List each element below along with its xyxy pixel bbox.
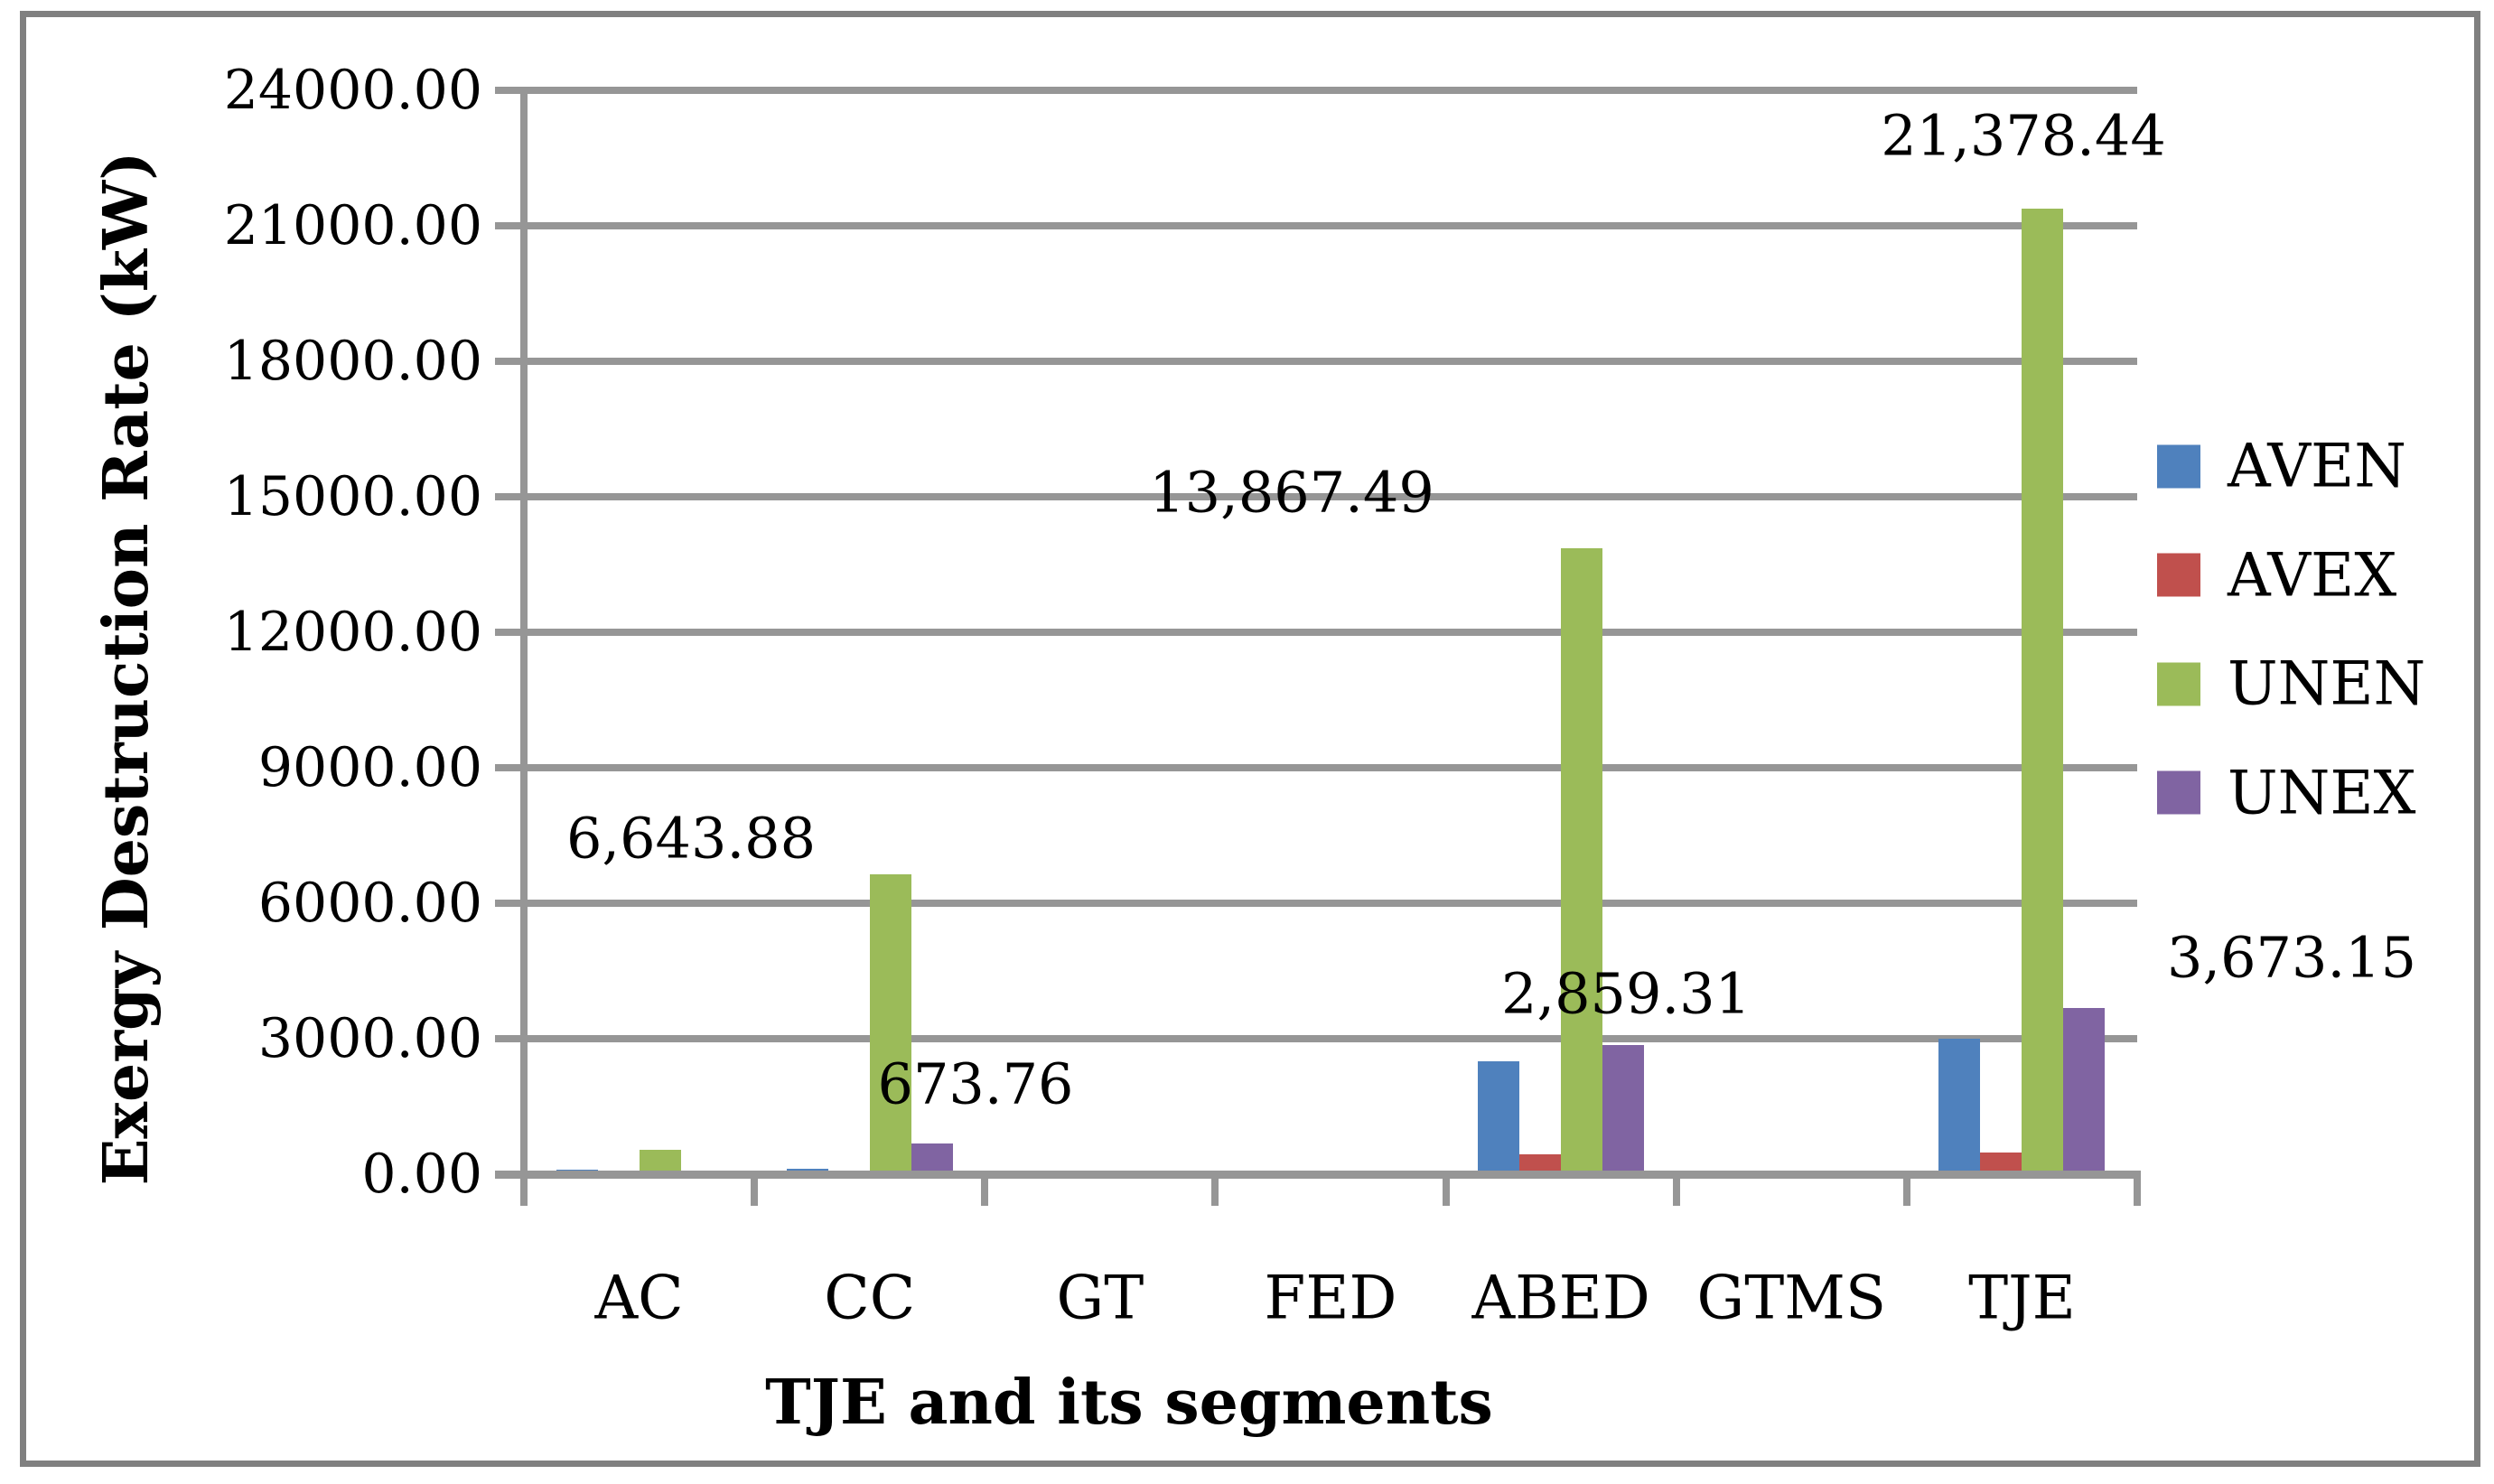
category-label-gtms: GTMS bbox=[1696, 1263, 1887, 1333]
legend-label-unen: UNEN bbox=[2228, 649, 2426, 719]
y-axis-tick bbox=[495, 358, 524, 365]
category-label-cc: CC bbox=[824, 1263, 916, 1333]
y-axis-tick bbox=[495, 629, 524, 636]
legend-swatch-unen bbox=[2157, 662, 2200, 705]
bar-tje-aven bbox=[1938, 1039, 1981, 1174]
y-tick-label: 0.00 bbox=[361, 1143, 482, 1206]
x-axis-tick bbox=[981, 1178, 989, 1206]
gridline bbox=[524, 1035, 2137, 1042]
x-axis-tick bbox=[1902, 1178, 1910, 1206]
legend-label-aven: AVEN bbox=[2228, 431, 2406, 501]
y-tick-label: 12000.00 bbox=[223, 601, 482, 664]
legend-label-unex: UNEX bbox=[2228, 758, 2416, 827]
y-tick-label: 6000.00 bbox=[257, 872, 482, 935]
legend-swatch-aven bbox=[2157, 444, 2200, 488]
y-axis-tick bbox=[495, 764, 524, 771]
gridline bbox=[524, 222, 2137, 229]
bar-abed-avex bbox=[1519, 1153, 1562, 1174]
gridline bbox=[524, 87, 2137, 94]
category-label-gt: GT bbox=[1056, 1263, 1144, 1333]
gridline bbox=[524, 629, 2137, 636]
y-axis-tick bbox=[495, 222, 524, 229]
x-axis-tick bbox=[2134, 1178, 2141, 1206]
y-tick-label: 24000.00 bbox=[223, 59, 482, 122]
data-label-abed-unen: 13,867.49 bbox=[1149, 459, 1434, 526]
gridline bbox=[524, 764, 2137, 771]
x-axis-tick bbox=[520, 1178, 528, 1206]
gridline bbox=[524, 493, 2137, 500]
bar-cc-unen bbox=[869, 873, 911, 1174]
x-axis-tick bbox=[1442, 1178, 1450, 1206]
bar-tje-avex bbox=[1980, 1152, 2022, 1174]
y-axis-title: Exergy Destruction Rate (kW) bbox=[90, 151, 163, 1186]
x-axis-title: TJE and its segments bbox=[765, 1367, 1493, 1439]
data-label-cc-unen: 6,643.88 bbox=[565, 805, 817, 872]
legend-item-unex: UNEX bbox=[2157, 758, 2416, 827]
legend-label-avex: AVEX bbox=[2228, 540, 2397, 610]
legend-item-avex: AVEX bbox=[2157, 540, 2396, 610]
y-axis-line bbox=[520, 87, 528, 1205]
x-axis-line bbox=[495, 1171, 2141, 1179]
bar-cc-unex bbox=[911, 1143, 953, 1174]
category-label-ac: AC bbox=[594, 1263, 684, 1333]
category-label-fed: FED bbox=[1264, 1263, 1397, 1333]
x-axis-tick bbox=[751, 1178, 759, 1206]
y-axis-tick bbox=[495, 900, 524, 907]
figure-border bbox=[20, 11, 2480, 1467]
x-axis-tick bbox=[1672, 1178, 1680, 1206]
bar-abed-unen bbox=[1561, 547, 1603, 1174]
bar-abed-unex bbox=[1602, 1045, 1645, 1174]
category-label-abed: ABED bbox=[1471, 1263, 1650, 1333]
x-axis-tick bbox=[1211, 1178, 1219, 1206]
legend-swatch-unex bbox=[2157, 770, 2200, 815]
data-label-cc-unex: 673.76 bbox=[877, 1050, 1074, 1117]
y-tick-label: 15000.00 bbox=[223, 465, 482, 528]
y-axis-tick bbox=[495, 1035, 524, 1042]
data-label-tje-unex: 3,673.15 bbox=[2166, 924, 2417, 991]
y-tick-label: 9000.00 bbox=[257, 736, 482, 799]
legend-item-aven: AVEN bbox=[2157, 432, 2406, 501]
legend-item-unen: UNEN bbox=[2157, 649, 2425, 719]
y-axis-tick bbox=[495, 87, 524, 94]
bar-abed-aven bbox=[1478, 1061, 1520, 1174]
y-tick-label: 3000.00 bbox=[257, 1007, 482, 1070]
bar-tje-unen bbox=[2022, 209, 2064, 1174]
bar-tje-unex bbox=[2063, 1008, 2106, 1174]
legend-swatch-avex bbox=[2157, 553, 2200, 597]
gridline bbox=[524, 900, 2137, 907]
y-tick-label: 21000.00 bbox=[223, 194, 482, 257]
data-label-abed-unex: 2,859.31 bbox=[1500, 960, 1751, 1027]
y-tick-label: 18000.00 bbox=[223, 330, 482, 393]
bar-ac-unen bbox=[639, 1149, 681, 1174]
category-label-tje: TJE bbox=[1968, 1263, 2076, 1333]
y-axis-tick bbox=[495, 493, 524, 500]
gridline bbox=[524, 358, 2137, 365]
data-label-tje-unen: 21,378.44 bbox=[1881, 102, 2166, 169]
